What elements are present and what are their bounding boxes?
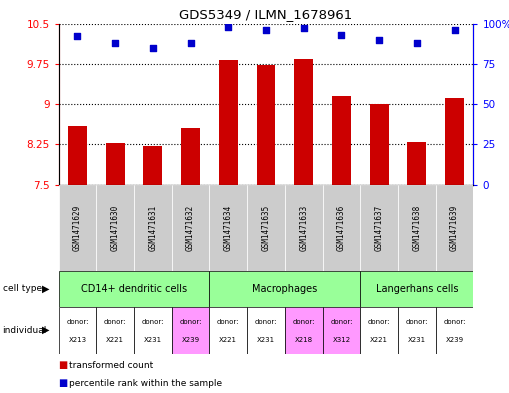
Bar <box>134 185 172 271</box>
Text: X218: X218 <box>295 338 313 343</box>
Text: GSM1471639: GSM1471639 <box>450 205 459 251</box>
Text: X231: X231 <box>408 338 426 343</box>
Text: ■: ■ <box>59 378 68 388</box>
Text: X312: X312 <box>332 338 350 343</box>
Point <box>262 27 270 33</box>
Text: individual: individual <box>3 326 47 334</box>
Text: Langerhans cells: Langerhans cells <box>376 284 458 294</box>
Text: CD14+ dendritic cells: CD14+ dendritic cells <box>81 284 187 294</box>
Bar <box>106 143 125 185</box>
Text: ▶: ▶ <box>42 284 50 294</box>
Bar <box>257 66 275 185</box>
Point <box>413 40 421 46</box>
Bar <box>370 104 388 185</box>
Text: donor:: donor: <box>142 319 164 325</box>
Bar <box>247 185 285 271</box>
Point <box>450 27 459 33</box>
Bar <box>360 185 398 271</box>
Point <box>300 25 308 31</box>
Text: donor:: donor: <box>217 319 240 325</box>
Text: GSM1471635: GSM1471635 <box>262 205 270 251</box>
Text: X239: X239 <box>182 338 200 343</box>
Text: Macrophages: Macrophages <box>252 284 318 294</box>
Text: GSM1471633: GSM1471633 <box>299 205 308 251</box>
Bar <box>134 307 172 354</box>
Bar <box>285 185 323 271</box>
Bar <box>398 307 436 354</box>
Bar <box>219 60 238 185</box>
Bar <box>68 126 87 185</box>
Point <box>375 37 383 43</box>
Text: donor:: donor: <box>330 319 353 325</box>
Bar <box>172 307 209 354</box>
Bar <box>407 142 426 185</box>
Text: X221: X221 <box>370 338 388 343</box>
Bar <box>294 59 313 185</box>
Bar <box>445 98 464 185</box>
Text: donor:: donor: <box>104 319 126 325</box>
Text: GSM1471636: GSM1471636 <box>337 205 346 251</box>
Bar <box>96 185 134 271</box>
Text: cell type: cell type <box>3 285 42 293</box>
Bar <box>436 307 473 354</box>
Text: ▶: ▶ <box>42 325 50 335</box>
Bar <box>144 146 162 185</box>
Bar <box>360 271 473 307</box>
Bar <box>285 307 323 354</box>
Bar <box>398 185 436 271</box>
Text: GSM1471631: GSM1471631 <box>148 205 157 251</box>
Text: X221: X221 <box>219 338 237 343</box>
Text: donor:: donor: <box>292 319 315 325</box>
Text: GSM1471630: GSM1471630 <box>110 205 120 251</box>
Text: donor:: donor: <box>406 319 428 325</box>
Text: X239: X239 <box>445 338 464 343</box>
Text: donor:: donor: <box>368 319 390 325</box>
Title: GDS5349 / ILMN_1678961: GDS5349 / ILMN_1678961 <box>179 8 353 21</box>
Bar <box>323 185 360 271</box>
Text: X221: X221 <box>106 338 124 343</box>
Text: percentile rank within the sample: percentile rank within the sample <box>69 379 222 387</box>
Bar <box>59 271 209 307</box>
Text: GSM1471629: GSM1471629 <box>73 205 82 251</box>
Text: X231: X231 <box>257 338 275 343</box>
Text: donor:: donor: <box>443 319 466 325</box>
Bar <box>209 307 247 354</box>
Text: transformed count: transformed count <box>69 361 153 370</box>
Text: donor:: donor: <box>254 319 277 325</box>
Text: GSM1471638: GSM1471638 <box>412 205 421 251</box>
Point <box>186 40 194 46</box>
Point <box>111 40 119 46</box>
Text: GSM1471637: GSM1471637 <box>375 205 384 251</box>
Point <box>73 33 81 40</box>
Bar <box>360 307 398 354</box>
Bar <box>209 185 247 271</box>
Bar <box>209 271 360 307</box>
Bar <box>96 307 134 354</box>
Bar <box>59 185 96 271</box>
Bar <box>172 185 209 271</box>
Bar <box>323 307 360 354</box>
Bar <box>59 307 96 354</box>
Bar <box>332 95 351 185</box>
Bar <box>181 128 200 185</box>
Text: GSM1471634: GSM1471634 <box>224 205 233 251</box>
Bar <box>247 307 285 354</box>
Text: donor:: donor: <box>66 319 89 325</box>
Point <box>149 44 157 51</box>
Bar <box>436 185 473 271</box>
Text: GSM1471632: GSM1471632 <box>186 205 195 251</box>
Text: ■: ■ <box>59 360 68 371</box>
Text: donor:: donor: <box>179 319 202 325</box>
Text: X231: X231 <box>144 338 162 343</box>
Text: X213: X213 <box>68 338 87 343</box>
Point <box>337 32 346 38</box>
Point <box>224 24 232 30</box>
